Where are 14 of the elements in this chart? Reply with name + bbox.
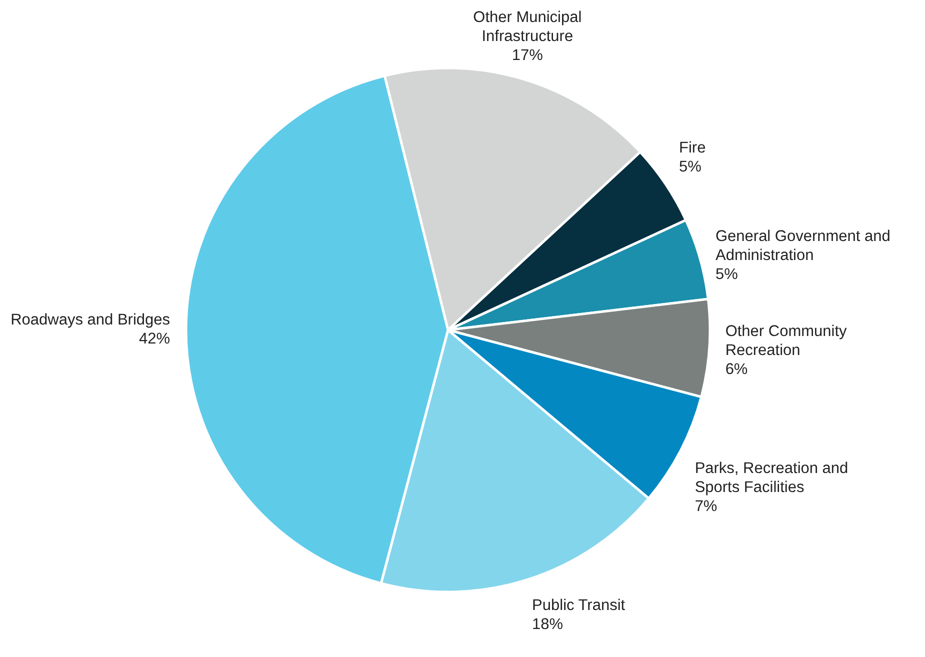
slice-label: General Government and Administration (715, 228, 890, 264)
slice-label: Fire (679, 140, 706, 157)
data-label: 18% (532, 616, 564, 634)
data-label: 42% (138, 330, 170, 348)
slice-label: Parks, Recreation and Sports Facilities (694, 460, 848, 496)
data-label: 17% (512, 46, 544, 64)
slice-label: Other Community Recreation (725, 323, 848, 360)
slice-label: Roadways and Bridges (10, 311, 170, 328)
data-label: 5% (715, 266, 738, 284)
data-label: 7% (694, 498, 718, 516)
slice-label: Other Municipal Infrastructure (473, 8, 582, 45)
slice-label: Public Transit (532, 597, 626, 614)
data-label: 5% (679, 158, 702, 176)
data-label: 6% (725, 361, 748, 378)
